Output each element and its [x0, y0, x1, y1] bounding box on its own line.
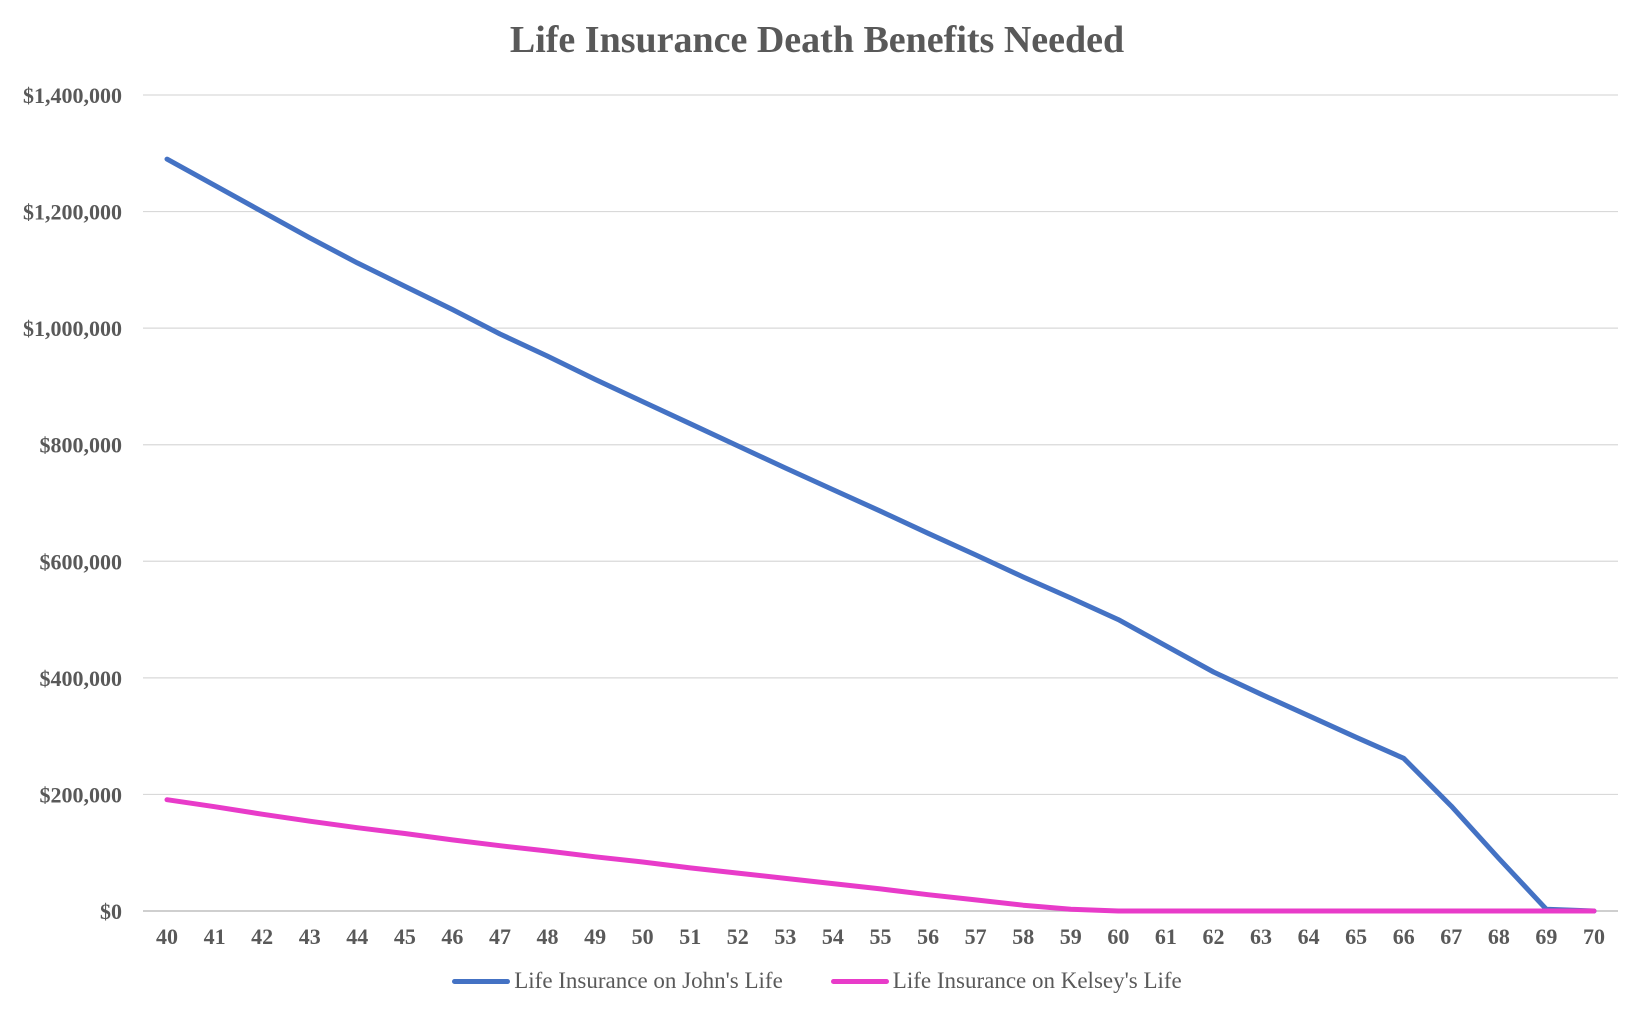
- series-line-kelsey: [164, 797, 1597, 914]
- legend-swatch-kelsey: [830, 978, 889, 984]
- legend-item-john: Life Insurance on John's Life: [452, 968, 783, 994]
- x-tick-label: 62: [1202, 924, 1224, 949]
- y-tick-label: $1,000,000: [23, 316, 122, 341]
- x-tick-label: 40: [156, 924, 178, 949]
- x-tick-label: 42: [251, 924, 273, 949]
- x-tick-label: 63: [1250, 924, 1272, 949]
- x-tick-label: 54: [822, 924, 844, 949]
- x-tick-label: 46: [441, 924, 463, 949]
- y-tick-label: $1,200,000: [23, 200, 122, 225]
- legend-label-kelsey: Life Insurance on Kelsey's Life: [892, 968, 1182, 993]
- y-axis-tick-labels: $0 $200,000 $400,000 $600,000 $800,000 $1,000…: [23, 83, 122, 924]
- x-tick-label: 41: [204, 924, 226, 949]
- chart-title: Life Insurance Death Benefits Needed: [509, 19, 1125, 61]
- y-tick-label: $200,000: [40, 782, 123, 807]
- y-tick-label: $400,000: [40, 666, 123, 691]
- legend-item-kelsey: Life Insurance on Kelsey's Life: [830, 968, 1182, 994]
- x-tick-label: 58: [1012, 924, 1034, 949]
- y-tick-label: $0: [100, 899, 122, 924]
- x-tick-label: 48: [537, 924, 559, 949]
- x-tick-label: 50: [632, 924, 654, 949]
- y-tick-label: $1,400,000: [23, 83, 122, 108]
- x-tick-label: 59: [1060, 924, 1082, 949]
- x-tick-label: 45: [394, 924, 416, 949]
- x-tick-label: 43: [299, 924, 321, 949]
- x-tick-label: 55: [870, 924, 892, 949]
- x-tick-label: 44: [346, 924, 368, 949]
- x-tick-label: 49: [584, 924, 606, 949]
- chart-legend: Life Insurance on John's Life Life Insur…: [0, 968, 1634, 994]
- legend-label-john: Life Insurance on John's Life: [514, 968, 783, 993]
- x-tick-label: 67: [1440, 924, 1462, 949]
- x-tick-label: 53: [774, 924, 796, 949]
- x-tick-label: 60: [1107, 924, 1129, 949]
- y-tick-label: $800,000: [40, 433, 123, 458]
- x-tick-label: 47: [489, 924, 511, 949]
- x-tick-label: 65: [1345, 924, 1367, 949]
- x-tick-label: 61: [1155, 924, 1177, 949]
- series-lines: [164, 156, 1597, 914]
- x-tick-label: 64: [1298, 924, 1320, 949]
- y-tick-label: $600,000: [40, 549, 123, 574]
- x-axis-tick-labels: 40 41 42 43 44 45 46 47 48 49 50 51 52 53 54 55 56 57 58 59…: [156, 924, 1605, 949]
- x-tick-label: 68: [1488, 924, 1510, 949]
- x-tick-label: 52: [727, 924, 749, 949]
- x-tick-label: 69: [1535, 924, 1557, 949]
- gridlines: [143, 94, 1618, 912]
- x-tick-label: 51: [679, 924, 701, 949]
- x-tick-label: 66: [1393, 924, 1415, 949]
- x-tick-label: 70: [1583, 924, 1605, 949]
- x-tick-label: 56: [917, 924, 939, 949]
- legend-swatch-john: [452, 978, 511, 984]
- series-line-john: [164, 156, 1597, 914]
- x-tick-label: 57: [965, 924, 987, 949]
